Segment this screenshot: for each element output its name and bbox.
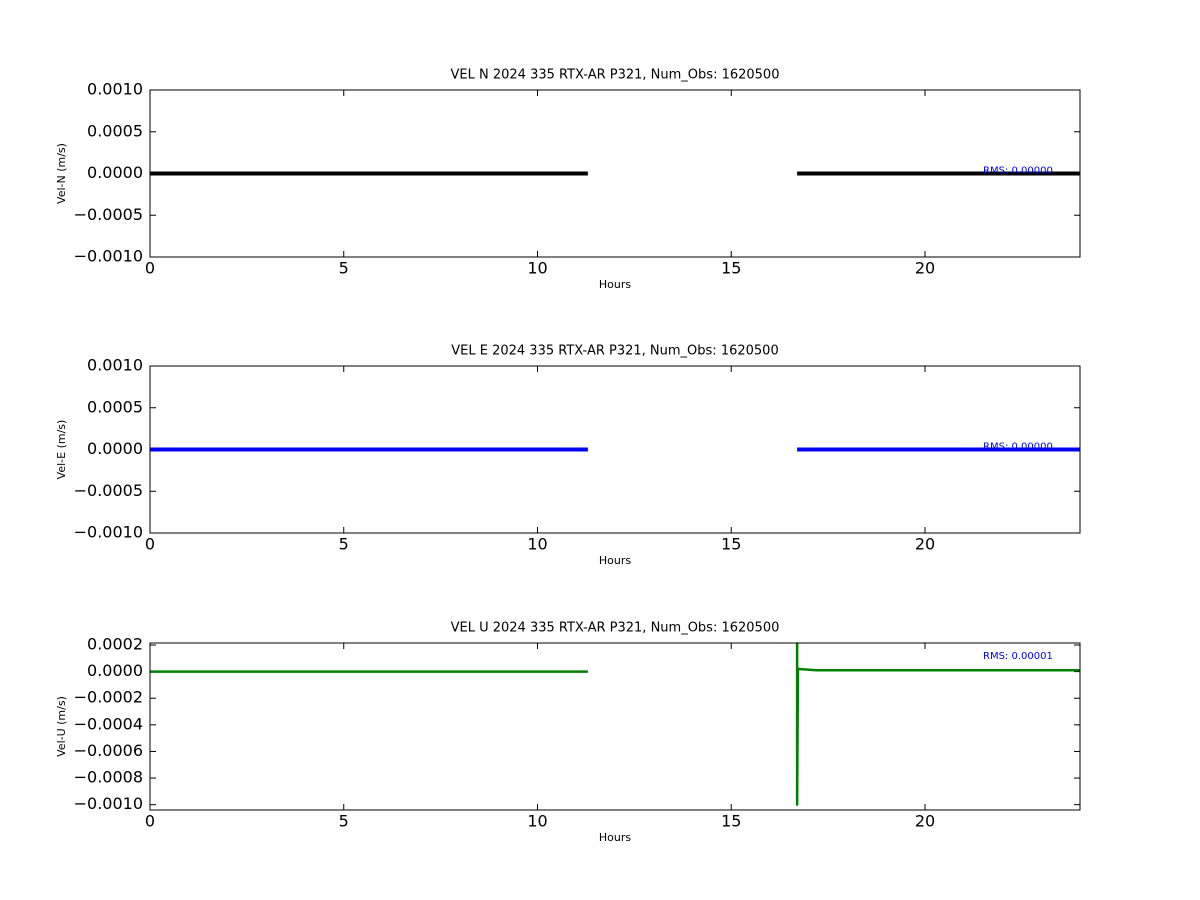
y-tick-label: −0.0005 (74, 205, 143, 224)
y-axis-label: Vel-E (m/s) (55, 420, 68, 480)
y-tick-label: −0.0005 (74, 481, 143, 500)
y-tick-label: −0.0004 (74, 714, 143, 733)
y-tick-label: 0.0005 (87, 397, 143, 416)
rms-annotation: RMS: 0.00000 (983, 442, 1053, 453)
y-tick-label: −0.0010 (74, 523, 143, 542)
chart-title: VEL N 2024 335 RTX-AR P321, Num_Obs: 162… (451, 68, 780, 83)
y-tick-label: −0.0010 (74, 247, 143, 266)
x-tick-label: 20 (915, 535, 935, 554)
y-tick-label: 0.0000 (87, 163, 143, 182)
axes-frame (149, 642, 1081, 811)
x-tick-label: 0 (145, 535, 155, 554)
rms-annotation: RMS: 0.00001 (983, 651, 1053, 662)
y-tick-label: 0.0000 (87, 661, 143, 680)
y-tick-label: 0.0010 (87, 356, 143, 375)
x-tick-label: 20 (915, 259, 935, 278)
x-axis-label: Hours (599, 278, 631, 291)
x-tick-label: 0 (145, 812, 155, 831)
y-tick-label: −0.0010 (74, 794, 143, 813)
y-axis-label: Vel-N (m/s) (55, 143, 68, 204)
x-tick-label: 20 (915, 812, 935, 831)
y-tick-label: 0.0010 (87, 80, 143, 99)
x-tick-label: 10 (527, 812, 547, 831)
x-tick-label: 15 (721, 812, 741, 831)
x-axis-label: Hours (599, 554, 631, 567)
y-tick-label: 0.0002 (87, 634, 143, 653)
x-tick-label: 15 (721, 535, 741, 554)
axes-frame (149, 365, 1081, 534)
x-tick-label: 0 (145, 259, 155, 278)
chart-title: VEL E 2024 335 RTX-AR P321, Num_Obs: 162… (451, 344, 778, 359)
y-tick-label: −0.0002 (74, 688, 143, 707)
y-tick-label: −0.0006 (74, 741, 143, 760)
x-tick-label: 5 (339, 259, 349, 278)
x-tick-label: 5 (339, 535, 349, 554)
data-line (150, 642, 1080, 806)
y-tick-label: −0.0008 (74, 768, 143, 787)
rms-annotation: RMS: 0.00000 (983, 166, 1053, 177)
x-axis-label: Hours (599, 831, 631, 844)
x-tick-label: 15 (721, 259, 741, 278)
x-tick-label: 10 (527, 259, 547, 278)
y-tick-label: 0.0005 (87, 121, 143, 140)
y-axis-label: Vel-U (m/s) (55, 696, 68, 757)
x-tick-label: 5 (339, 812, 349, 831)
axes-frame (149, 89, 1081, 258)
chart-title: VEL U 2024 335 RTX-AR P321, Num_Obs: 162… (451, 621, 780, 636)
y-tick-label: 0.0000 (87, 439, 143, 458)
x-tick-label: 10 (527, 535, 547, 554)
